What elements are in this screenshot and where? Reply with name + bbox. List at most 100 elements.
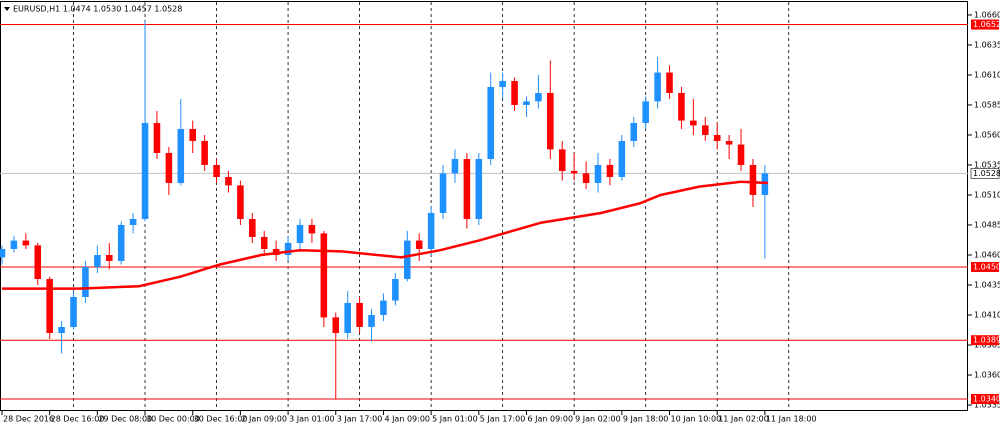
candle-body	[702, 125, 709, 135]
y-tick-label: 1.0510	[974, 190, 1000, 199]
x-tick-label: 5 Jan 17:00	[480, 415, 526, 424]
level-label: 1.0450	[973, 262, 1000, 271]
candle-body	[141, 122, 149, 219]
x-tick-label: 30 Dec 16:00	[194, 415, 248, 424]
candle-body	[749, 164, 757, 195]
candle-body	[547, 92, 554, 150]
candle-body	[511, 80, 518, 105]
level-label-box	[971, 393, 999, 404]
candle-body	[523, 101, 530, 105]
candle-body	[415, 240, 423, 249]
candle-body	[344, 302, 351, 333]
candle-body	[606, 164, 614, 177]
level-label: 1.0652	[973, 20, 1000, 29]
current-price-box	[970, 168, 1000, 179]
candle-body	[82, 266, 89, 297]
candle-body	[427, 212, 435, 249]
y-tick-label: 1.0585	[974, 100, 1000, 109]
candle-body	[320, 233, 328, 318]
candle-body	[284, 242, 292, 255]
level-label: 1.0340	[973, 394, 1000, 403]
level-label-box	[971, 19, 999, 30]
candle-body	[451, 158, 459, 174]
candle-body	[380, 300, 387, 315]
candle-body	[70, 296, 77, 327]
y-tick-label: 1.0535	[974, 160, 1000, 169]
candle-body	[594, 164, 602, 183]
x-tick-label: 9 Jan 18:00	[623, 415, 669, 424]
candle-body	[165, 152, 173, 183]
candle-body	[475, 158, 483, 219]
plot-layer	[0, 2, 968, 411]
candle-body	[499, 80, 506, 87]
level-label-box	[971, 261, 999, 272]
candle-body	[356, 302, 363, 327]
candle-body	[260, 236, 268, 249]
candle-body	[46, 278, 53, 333]
x-tick-label: 11 Jan 02:00	[718, 415, 769, 424]
x-tick-label: 10 Jan 10:00	[671, 415, 722, 424]
candle-body	[654, 72, 661, 102]
candle-body	[105, 254, 113, 261]
candle-body	[690, 120, 697, 126]
y-tick-label: 1.0610	[974, 70, 1000, 79]
candle-body	[642, 101, 649, 123]
y-tick-label: 1.0460	[974, 250, 1000, 259]
candle-body	[463, 158, 471, 219]
candle-body	[404, 240, 411, 279]
level-label-box	[971, 335, 999, 346]
menu-arrow	[4, 7, 10, 11]
plot-frame	[0, 1, 968, 411]
current-price-label: 1.0528	[973, 169, 1000, 178]
level-label: 1.0389	[973, 336, 1000, 345]
x-tick-label: 9 Jan 02:00	[575, 415, 621, 424]
x-tick-label: 28 Dec 2016	[3, 415, 54, 424]
candle-body	[153, 122, 161, 153]
candle-body	[308, 224, 316, 234]
candle-body	[713, 134, 721, 141]
x-tick-label: 29 Dec 08:00	[98, 415, 152, 424]
y-tick-label: 1.0660	[974, 10, 1000, 19]
candle-body	[439, 173, 447, 213]
y-tick-label: 1.0360	[974, 370, 1000, 379]
x-tick-label: 28 Dec 16:00	[51, 415, 105, 424]
y-tick-label: 1.0335	[974, 400, 1000, 409]
moving-average	[2, 180, 768, 290]
candle-body	[34, 245, 42, 279]
candle-body	[570, 170, 578, 174]
candle-body	[10, 240, 18, 249]
y-tick-label: 1.0485	[974, 220, 1000, 229]
y-tick-label: 1.0435	[974, 280, 1000, 289]
x-tick-label: 30 Dec 00:00	[146, 415, 200, 424]
x-tick-label: 3 Jan 01:00	[289, 415, 335, 424]
candle-body	[129, 218, 137, 225]
candle-body	[94, 254, 101, 267]
x-tick-label: 4 Jan 09:00	[384, 415, 430, 424]
x-tick-label: 2 Jan 09:00	[241, 415, 287, 424]
y-tick-label: 1.0635	[974, 40, 1000, 49]
x-tick-label: 5 Jan 01:00	[432, 415, 478, 424]
candle-body	[761, 173, 769, 195]
candle-body	[117, 224, 125, 261]
candle-body	[249, 218, 256, 237]
x-tick-label: 6 Jan 09:00	[527, 415, 573, 424]
candle-body	[558, 149, 566, 171]
candle-body	[58, 326, 65, 333]
candle-body	[296, 224, 304, 243]
candle-body	[22, 240, 30, 246]
candle-body	[213, 164, 220, 177]
candle-body	[0, 248, 6, 258]
candle-body	[225, 176, 232, 186]
y-tick-label: 1.0410	[974, 310, 1000, 319]
candle-body	[189, 128, 196, 141]
candle-body	[237, 185, 244, 219]
candle-body	[392, 278, 399, 301]
candle-body	[201, 140, 208, 165]
candle-body	[535, 92, 542, 102]
candle-body	[177, 128, 185, 183]
candle-body	[618, 140, 626, 177]
chart-title: EURUSD,H1 1.0474 1.0530 1.0457 1.0528	[13, 5, 182, 14]
candle-body	[678, 92, 685, 121]
candle-body	[582, 173, 590, 183]
